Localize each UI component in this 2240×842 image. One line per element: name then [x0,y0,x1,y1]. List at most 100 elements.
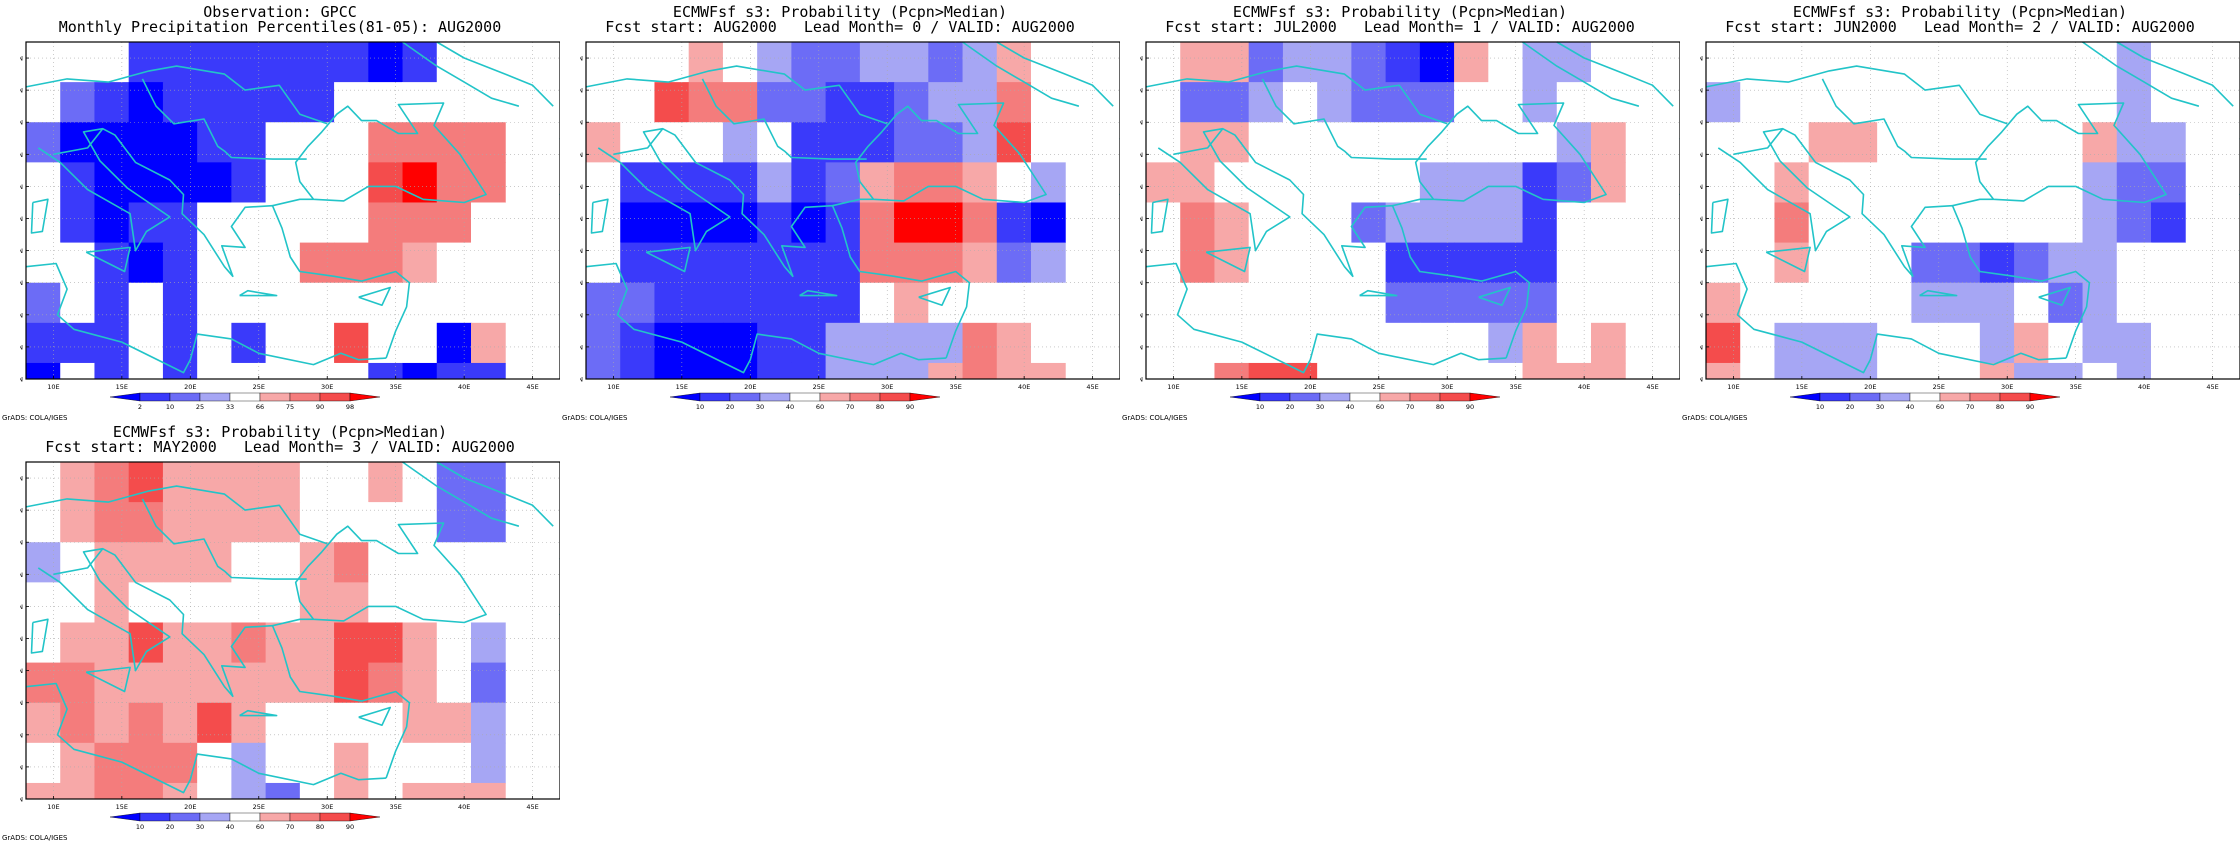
colorbar-label: 70 [286,823,294,831]
grid-cell [94,542,130,583]
grid-cell [757,242,792,284]
grid-cell [402,502,438,543]
colorbar-box [1909,392,1941,402]
grid-cell [1454,242,1489,284]
panel-title: ECMWFsf s3: Probability (Pcpn>Median) [1792,3,2128,21]
grid-cell [94,362,130,380]
grid-cell [1877,122,1912,163]
lon-tick-label: 40E [1578,383,1590,391]
lon-tick-label: 20E [744,383,756,391]
grid-cell [1591,242,1626,284]
grid-cell [265,542,301,583]
grid-cell [162,322,198,364]
grid-cell [1419,362,1455,380]
colorbar-box [259,392,291,402]
colorbar-box [1349,392,1381,402]
grid-cell [471,82,506,123]
grid-cell [1214,362,1250,380]
grid-cell [928,362,964,380]
colorbar-box [109,392,141,402]
credit-label: GrADS: COLA/IGES [2,414,68,422]
lat-tick-label: 50N [20,475,23,483]
grid-cell [825,322,861,364]
lon-tick-label: 45E [2206,383,2218,391]
colorbar-box [1969,392,2001,402]
grid-cell [265,502,301,543]
grid-cell [586,82,621,123]
grid-cell [722,322,758,364]
grid-cell [1979,202,2015,244]
grid-cell [26,362,61,380]
grid-cell [197,282,232,324]
lat-tick-label: 40N [20,215,23,223]
lat-tick-label: 40N [580,215,583,223]
grid-cell [1556,322,1592,364]
grid-cell [722,242,758,284]
lat-tick-label: 34N [20,731,23,739]
grid-cell [1351,322,1387,364]
grid-cell [2151,242,2186,284]
coastline [590,198,609,234]
grid-cell [471,122,506,163]
colorbar-label: 80 [316,823,324,831]
grid-cell [654,42,690,83]
colorbar-box [1789,392,1821,402]
grid-cell [1351,362,1387,380]
grid-cell [859,282,895,324]
grid-cell [60,662,95,704]
grid-cell [2151,322,2186,364]
panel-lead-2: ECMWFsf s3: Probability (Pcpn>Median) Fc… [1680,0,2240,422]
grid-cell [1591,362,1626,380]
panel-title: ECMWFsf s3: Probability (Pcpn>Median) [1232,3,1568,21]
grid-cell [436,782,472,800]
grid-cell [1556,282,1592,324]
colorbar-box [1819,392,1851,402]
grid-cell [368,242,404,284]
grid-cell [962,242,998,284]
grid-cell [1911,362,1947,380]
coastline [1782,127,2091,359]
credit-label: GrADS: COLA/IGES [1682,414,1748,422]
grid-cell [436,242,472,284]
lon-tick-label: 15E [676,383,688,391]
colorbar-label: 80 [1996,403,2004,411]
coastline [1710,198,1729,234]
coastline [1522,41,1640,107]
grid-cell [197,662,232,704]
grid-cell [1180,202,1215,244]
colorbar-box [1879,392,1911,402]
grid-cell [1591,162,1626,203]
grid-cell [471,782,506,800]
grid-cell [94,622,130,664]
grid-cell [2048,162,2084,203]
grid-cell [128,582,164,623]
panel-subtitle: Fcst start: JUL2000 Lead Month= 1 / VALI… [1165,18,1635,36]
colorbar-box [229,392,261,402]
grid-cell [197,82,232,123]
colorbar-box [349,812,381,822]
colorbar-box [1409,392,1441,402]
grid-cell [1877,322,1912,364]
colorbar-label: 10 [166,403,174,411]
colorbar-label: 90 [1466,403,1474,411]
lat-tick-label: 44N [1700,151,1703,159]
lat-tick-label: 42N [1140,183,1143,191]
colorbar-label: 70 [1966,403,1974,411]
grid-cell [1488,162,1524,203]
lon-tick-label: 10E [607,383,619,391]
colorbar-label: 40 [1346,403,1354,411]
grid-cell [962,202,998,244]
grid-cell [197,162,232,203]
grid-cell [2048,202,2084,244]
grid-cell [757,202,792,244]
grid-cell [471,282,506,324]
grid-cell [368,462,404,503]
grid-cell [436,122,472,163]
grid-cell [928,242,964,284]
grid-cell [1454,122,1489,163]
lon-tick-label: 25E [253,383,265,391]
lat-tick-label: 32N [580,343,583,351]
lon-tick-label: 40E [458,383,470,391]
grid-cell [962,82,998,123]
grid-cell [1488,42,1524,83]
